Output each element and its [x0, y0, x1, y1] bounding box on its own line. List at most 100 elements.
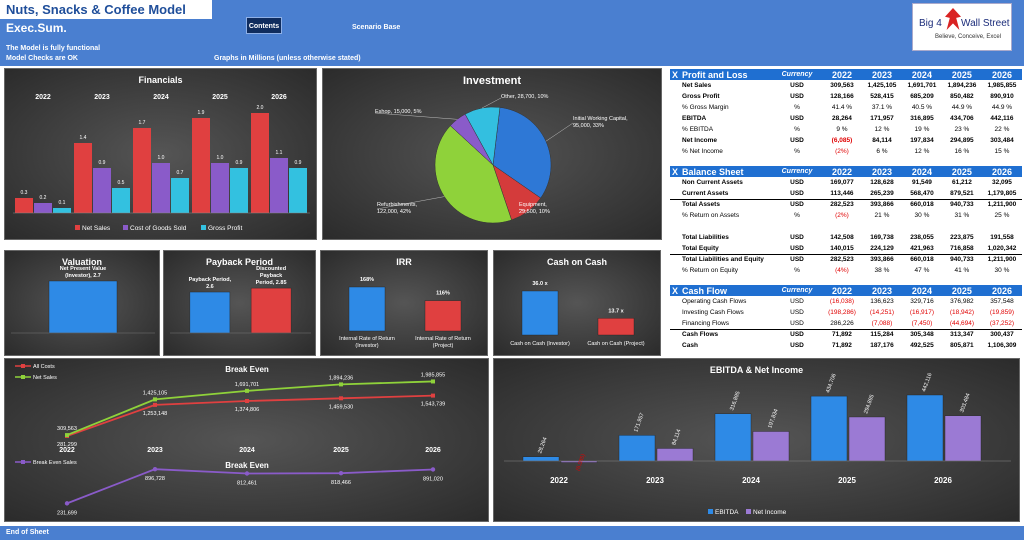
row-spacer — [670, 124, 680, 135]
breakeven-point — [339, 396, 343, 401]
irr-bar — [348, 286, 386, 332]
investment-slice-label: Initial Working Capital, — [573, 116, 628, 122]
row-spacer — [670, 177, 680, 188]
row-value: 421,963 — [901, 243, 942, 255]
legend-label: Break Even Sales — [33, 460, 77, 466]
metric-bar-label: 2.6 — [206, 284, 214, 290]
breakeven-point-label: 1,374,806 — [235, 407, 259, 413]
row-label: % Return on Assets — [682, 212, 740, 219]
financials-panel[interactable]: Financials 2022 0.3 0.2 0.1 2023 1.4 0.9 0.5 202… — [4, 68, 317, 240]
investment-title: Investment — [462, 75, 522, 87]
row-currency: % — [794, 212, 800, 219]
legend-label: All Costs — [33, 364, 55, 370]
row-label: Net Sales — [682, 82, 712, 89]
row-currency: USD — [790, 298, 804, 305]
financials-bar — [74, 143, 92, 213]
legend-marker — [21, 460, 25, 464]
breakeven-sales-label: 891,020 — [423, 476, 443, 482]
year-header: 2022 — [821, 69, 862, 80]
financials-bar — [171, 178, 189, 213]
row-label: Cash — [682, 342, 698, 349]
year-header: 2024 — [901, 69, 942, 80]
row-label: Non Current Assets — [682, 179, 743, 186]
row-value: 71,892 — [832, 331, 852, 339]
row-value: 25 % — [994, 212, 1010, 219]
pl-header-row[interactable]: X Profit and Loss Currency 2022 2023 2024 2025… — [670, 69, 1022, 80]
investment-slice-label: Eshop, 15,000, 5% — [375, 109, 422, 115]
table-row: % Gross Margin% 41.4 % 37.1 % 40.5 % 44.9 % 4… — [670, 102, 1022, 113]
investment-slice-label: Equipment, — [519, 202, 547, 208]
financials-bar — [251, 113, 269, 213]
table-row: Non Current Assets USD 169,077 128,628 91,54… — [670, 177, 1022, 188]
payback-panel[interactable]: Payback Period Payback Period, 2.6 Discoun… — [163, 250, 316, 356]
row-spacer — [670, 232, 680, 243]
year-header: 2026 — [981, 166, 1022, 177]
year-header: 2025 — [941, 69, 982, 80]
financials-bar — [289, 168, 307, 213]
row-value: 224,129 — [861, 243, 902, 255]
legend-marker — [21, 375, 25, 379]
bs-header-row[interactable]: X Balance Sheet Currency 2022 2023 2024 2025 20… — [670, 166, 1022, 177]
ebitda-bar — [714, 413, 752, 462]
row-label: Total Equity — [680, 243, 772, 255]
row-label: % Return on Equity — [682, 267, 739, 274]
collapse-toggle[interactable]: X — [670, 285, 681, 296]
row-value: 16 % — [954, 148, 970, 155]
row-value: 19 % — [914, 126, 930, 133]
table-row: Total Assets USD 282,523 393,866 660,018 940,… — [670, 199, 1022, 210]
ebitda-panel[interactable]: EBITDA & Net Income 28,264 (6,085) 2022 171… — [493, 358, 1020, 522]
investment-leader — [518, 208, 528, 212]
cf-header-row[interactable]: X Cash Flow Currency 2022 2023 2024 2025 2026 — [670, 285, 1022, 296]
row-value: 1,179,805 — [981, 188, 1022, 200]
row-spacer — [670, 146, 680, 157]
breakeven-point-label: 309,563 — [57, 426, 77, 432]
row-currency: USD — [790, 115, 804, 122]
row-spacer — [670, 199, 680, 210]
row-currency: USD — [790, 82, 804, 89]
table-row: EBITDA USD 28,264 171,957 316,895 434,706 442,… — [670, 113, 1022, 124]
row-value: (2%) — [835, 212, 849, 219]
row-value: 9 % — [836, 126, 848, 133]
coc-bar-label: 13.7 x — [608, 308, 624, 314]
breakeven-line — [66, 394, 434, 437]
row-value: 890,910 — [990, 93, 1014, 100]
row-label: Gross Profit — [682, 93, 720, 100]
ebitda-bar — [522, 456, 560, 462]
financials-bar — [112, 188, 130, 213]
year-label: 2024 — [153, 94, 169, 101]
row-value: 136,623 — [870, 298, 894, 305]
table-row: Total Liabilities and Equity USD 282,523 39… — [670, 254, 1022, 265]
collapse-toggle[interactable]: X — [670, 69, 681, 80]
row-value: 84,114 — [872, 137, 892, 144]
row-label: Total Assets — [682, 201, 720, 209]
coc-title: Cash on Cash — [546, 257, 607, 267]
row-currency: USD — [772, 243, 822, 255]
collapse-toggle[interactable]: X — [670, 166, 681, 177]
row-value: (2%) — [835, 148, 849, 155]
irr-panel[interactable]: IRR 168% Internal Rate of Return (Investor… — [320, 250, 488, 356]
irr-bar-label: 168% — [360, 277, 374, 283]
breakeven-sales-label: 896,728 — [145, 476, 165, 482]
table-row: % Return on Assets% (2%) 21 % 30 % 31 % 25 % — [670, 210, 1022, 221]
currency-header: Currency — [772, 285, 822, 296]
investment-leader — [481, 97, 502, 109]
ebitda-bar-label: 303,484 — [959, 393, 971, 414]
row-spacer — [670, 340, 680, 351]
legend-label: Net Sales — [33, 375, 57, 381]
investment-panel[interactable]: Investment Initial Working Capital, 95,00… — [322, 68, 662, 240]
contents-button[interactable]: Contents — [246, 17, 282, 34]
financials-title: Financials — [138, 75, 183, 85]
row-value: 22 % — [994, 126, 1010, 133]
breakeven-sales-point — [430, 467, 436, 472]
ebitda-year-label: 2022 — [550, 476, 568, 485]
valuation-panel[interactable]: Valuation Net Present Value (Investor), 2… — [4, 250, 160, 356]
coc-panel[interactable]: Cash on Cash 36.0 x Cash on Cash (Investo… — [493, 250, 661, 356]
row-value: 442,116 — [990, 115, 1014, 122]
row-value: 316,895 — [910, 115, 934, 122]
legend-label: Net Sales — [82, 225, 111, 232]
financials-bar — [230, 168, 248, 213]
scenario-label: Scenario Base — [352, 24, 401, 31]
breakeven-panel[interactable]: Break Even All Costs Net Sales 281,299 1,253… — [4, 358, 489, 522]
ebitda-year-label: 2023 — [646, 476, 664, 485]
row-value: 41 % — [954, 267, 970, 274]
